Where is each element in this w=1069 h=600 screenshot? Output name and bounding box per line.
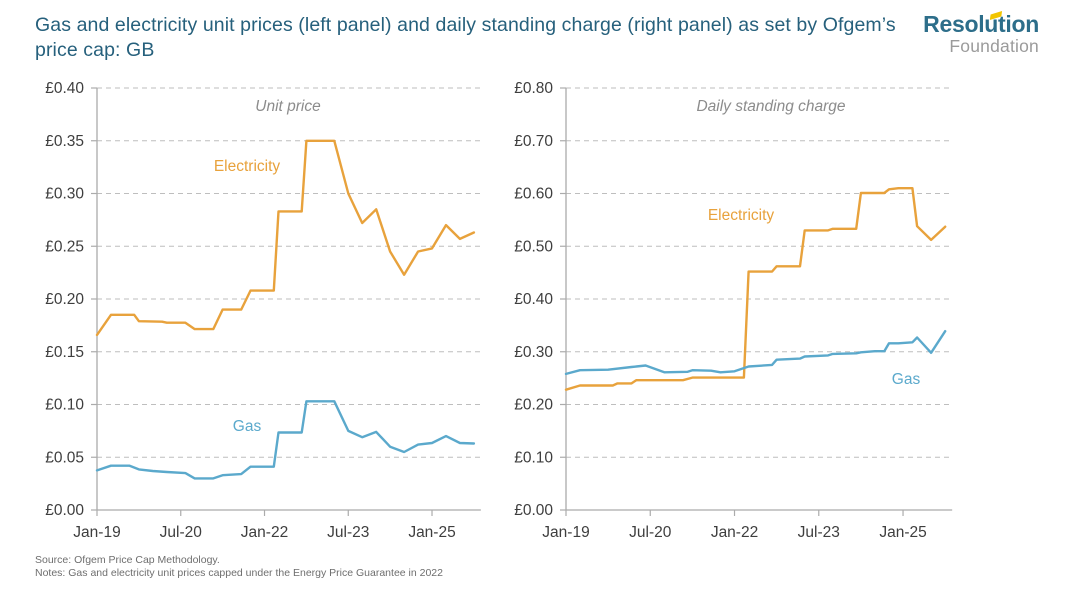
- y-tick-label: £0.25: [45, 238, 84, 255]
- source-note: Source: Ofgem Price Cap Methodology.: [35, 554, 220, 566]
- y-tick-label: £0.30: [45, 186, 84, 203]
- y-tick-label: £0.15: [45, 344, 84, 361]
- panel-title: Unit price: [255, 98, 321, 115]
- series-label-electricity: Electricity: [214, 158, 281, 175]
- footer: Source: Ofgem Price Cap Methodology. Not…: [35, 554, 443, 580]
- y-tick-label: £0.60: [514, 186, 553, 203]
- y-tick-label: £0.70: [514, 133, 553, 150]
- panel-title: Daily standing charge: [696, 98, 845, 115]
- x-tick-label: Jan-25: [408, 524, 455, 541]
- y-tick-label: £0.40: [45, 80, 84, 97]
- series-line-electricity: [95, 139, 476, 337]
- x-tick-label: Jul-20: [160, 524, 203, 541]
- x-tick-label: Jan-22: [711, 524, 758, 541]
- y-tick-label: £0.80: [514, 80, 553, 97]
- series-line-gas: [564, 329, 947, 376]
- x-tick-label: Jan-19: [73, 524, 120, 541]
- y-tick-label: £0.10: [514, 449, 553, 466]
- resolution-foundation-logo: Resolution Foundation: [879, 11, 1039, 56]
- x-tick-label: Jan-19: [542, 524, 589, 541]
- y-tick-label: £0.20: [514, 397, 553, 414]
- y-tick-label: £0.30: [514, 344, 553, 361]
- series-label-electricity: Electricity: [708, 207, 775, 224]
- y-tick-label: £0.50: [514, 238, 553, 255]
- series-label-gas: Gas: [233, 418, 262, 435]
- y-tick-label: £0.05: [45, 449, 84, 466]
- y-tick-label: £0.40: [514, 291, 553, 308]
- x-tick-label: Jan-22: [241, 524, 288, 541]
- series-line-gas: [95, 400, 476, 480]
- price-cap-charts: £0.00 £0.05 £0.10 £0.15 £0.20 £0.25 £0.30 £0.35…: [45, 80, 953, 541]
- y-tick-label: £0.10: [45, 397, 84, 414]
- x-tick-label: Jul-20: [629, 524, 672, 541]
- y-tick-label: £0.20: [45, 291, 84, 308]
- methodology-note: Notes: Gas and electricity unit prices c…: [35, 567, 443, 579]
- charts-area: £0.00 £0.05 £0.10 £0.15 £0.20 £0.25 £0.30 £0.35…: [0, 80, 1069, 555]
- logo-wordmark-resolution: Resolution: [923, 11, 1039, 37]
- x-tick-label: Jul-23: [327, 524, 369, 541]
- logo-wordmark-foundation: Foundation: [949, 36, 1039, 56]
- x-tick-label: Jan-25: [879, 524, 926, 541]
- y-tick-label: £0.00: [45, 502, 84, 519]
- series-line-electricity: [564, 186, 947, 391]
- y-tick-label: £0.35: [45, 133, 84, 150]
- series-label-gas: Gas: [892, 371, 921, 388]
- x-tick-label: Jul-23: [798, 524, 840, 541]
- y-tick-label: £0.00: [514, 502, 553, 519]
- page-title: Gas and electricity unit prices (left pa…: [35, 14, 896, 61]
